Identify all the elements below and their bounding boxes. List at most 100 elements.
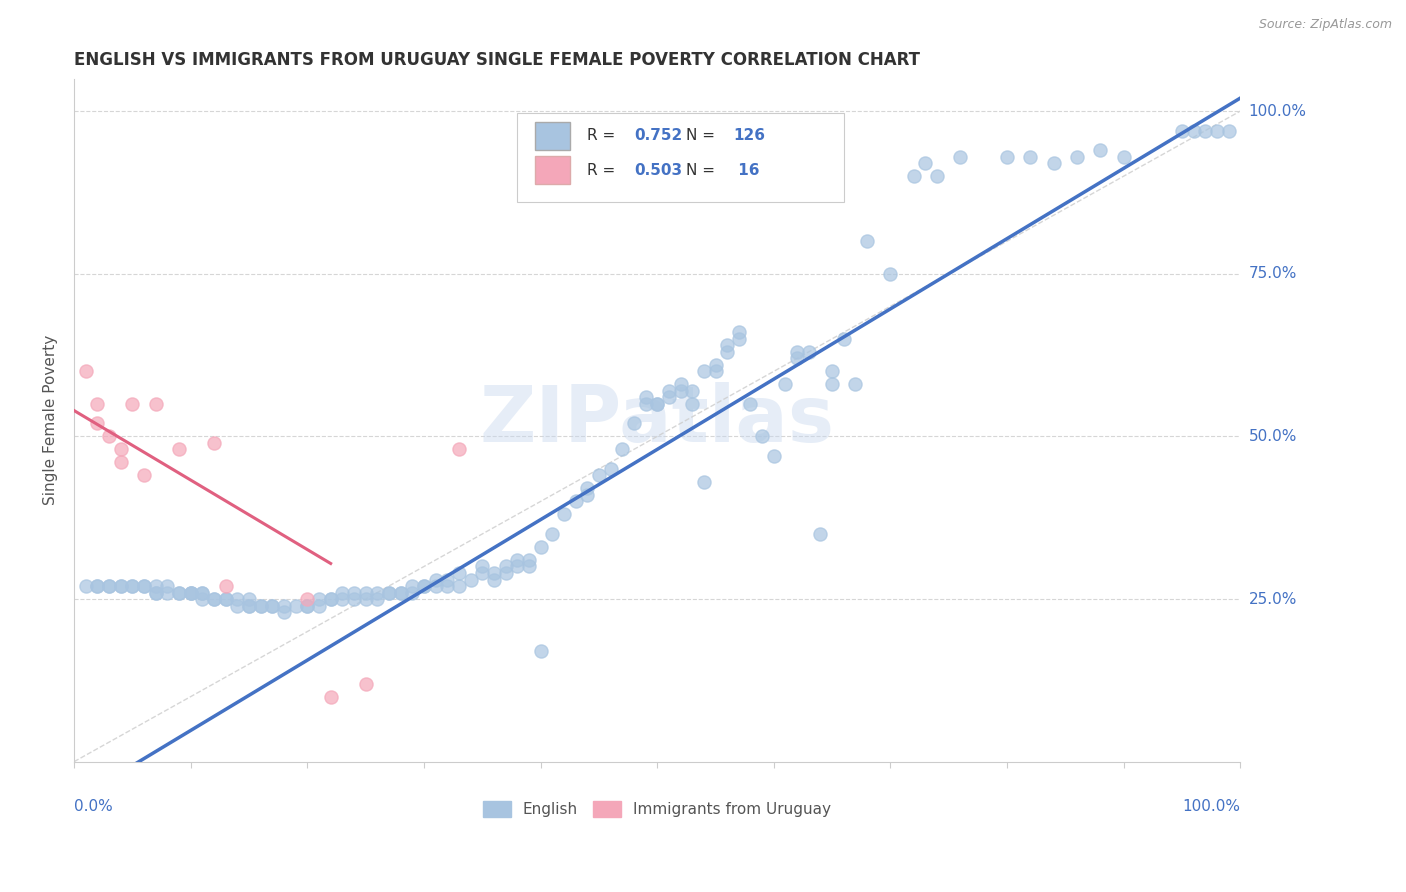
Y-axis label: Single Female Poverty: Single Female Poverty (44, 335, 58, 505)
Point (319, 592, 342, 607)
Point (110, 455, 132, 469)
Point (797, 344, 820, 359)
Point (319, 592, 342, 607)
Point (576, 482, 599, 496)
Point (856, 234, 879, 248)
Text: N =: N = (686, 128, 720, 144)
Point (716, 344, 738, 359)
Point (517, 559, 540, 574)
Point (284, 599, 307, 613)
Point (401, 579, 423, 593)
Text: ZIPatlas: ZIPatlas (479, 382, 835, 458)
Point (413, 579, 436, 593)
Text: R =: R = (588, 162, 620, 178)
Point (447, 442, 470, 457)
Point (623, 417, 645, 431)
Point (471, 559, 494, 574)
Point (121, 397, 143, 411)
Point (436, 573, 458, 587)
Point (354, 585, 377, 599)
Point (751, 429, 773, 443)
Point (553, 508, 575, 522)
Point (98, 579, 121, 593)
Point (297, 599, 319, 613)
Point (330, 592, 353, 607)
Point (191, 585, 214, 599)
Point (727, 326, 749, 340)
Bar (534, 121, 569, 150)
Point (121, 579, 143, 593)
Point (1218, 123, 1240, 137)
Point (121, 579, 143, 593)
Point (191, 585, 214, 599)
Point (238, 592, 260, 607)
Point (645, 397, 668, 411)
Point (238, 599, 260, 613)
Point (693, 364, 716, 378)
Point (226, 599, 249, 613)
Point (202, 592, 225, 607)
Point (1019, 150, 1042, 164)
Point (1171, 123, 1194, 137)
Legend: English, Immigrants from Uruguay: English, Immigrants from Uruguay (477, 795, 837, 823)
Point (529, 540, 551, 554)
Point (354, 592, 377, 607)
Point (319, 690, 342, 704)
Point (669, 384, 692, 398)
Point (132, 468, 155, 483)
Point (202, 592, 225, 607)
Point (425, 579, 447, 593)
Point (180, 585, 202, 599)
Point (634, 397, 657, 411)
Bar (534, 156, 569, 185)
Point (249, 599, 271, 613)
Point (75, 364, 97, 378)
Point (471, 566, 494, 580)
Text: 126: 126 (733, 128, 765, 144)
Point (249, 599, 271, 613)
Point (786, 351, 808, 366)
Point (879, 267, 901, 281)
Text: 75.0%: 75.0% (1249, 266, 1296, 281)
Point (1112, 150, 1135, 164)
Point (786, 344, 808, 359)
Point (810, 527, 832, 541)
Point (215, 592, 238, 607)
Point (354, 676, 377, 690)
Point (447, 566, 470, 580)
Text: 16: 16 (733, 162, 759, 178)
Point (273, 605, 295, 619)
Text: Source: ZipAtlas.com: Source: ZipAtlas.com (1258, 18, 1392, 31)
Point (1194, 123, 1216, 137)
Point (378, 585, 401, 599)
Point (447, 579, 470, 593)
Point (98, 429, 121, 443)
Point (145, 397, 167, 411)
Point (740, 397, 762, 411)
Point (262, 599, 284, 613)
Point (86, 579, 108, 593)
Point (995, 150, 1018, 164)
Point (132, 579, 155, 593)
Point (903, 169, 925, 183)
Point (925, 169, 948, 183)
Text: 100.0%: 100.0% (1182, 799, 1240, 814)
Point (308, 599, 330, 613)
Point (645, 397, 668, 411)
Point (634, 390, 657, 404)
Point (343, 585, 366, 599)
Point (86, 417, 108, 431)
Point (716, 338, 738, 352)
Point (180, 585, 202, 599)
Point (366, 585, 388, 599)
Point (98, 579, 121, 593)
Point (495, 566, 517, 580)
Point (1066, 150, 1088, 164)
Point (308, 592, 330, 607)
Point (75, 579, 97, 593)
Point (401, 585, 423, 599)
Point (389, 585, 412, 599)
Point (389, 585, 412, 599)
Point (132, 579, 155, 593)
Point (832, 332, 855, 346)
